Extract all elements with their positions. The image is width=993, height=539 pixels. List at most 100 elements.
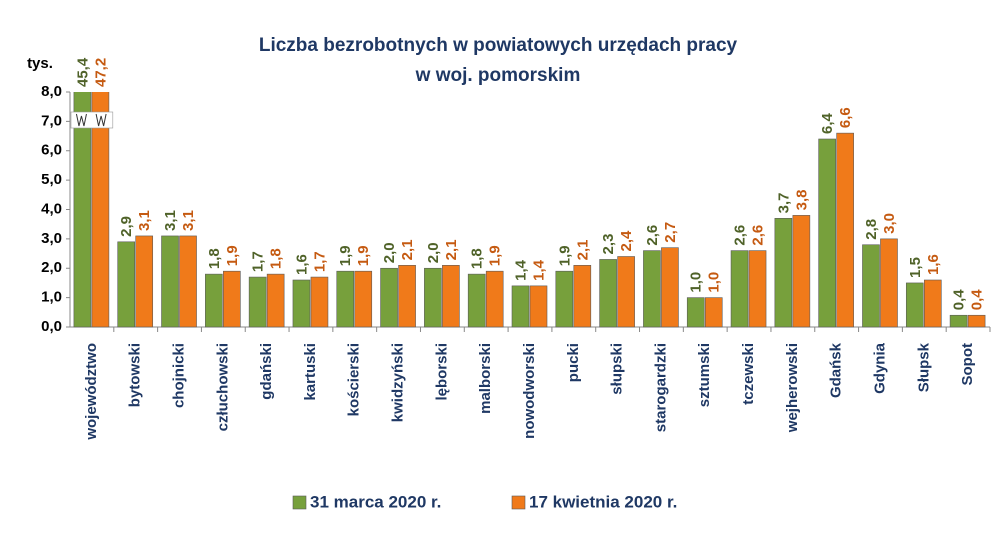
bar: [967, 314, 986, 328]
y-tick-label: 7,0: [41, 112, 62, 129]
bar: [836, 132, 854, 328]
chart-title: Liczba bezrobotnych w powiatowych urzęda…: [259, 35, 738, 56]
value-label: 6,6: [837, 107, 854, 128]
bar: [424, 267, 442, 328]
value-label: 6,4: [819, 112, 836, 134]
bar: [730, 250, 749, 328]
x-tick-label: kwidzyński: [390, 343, 407, 422]
value-label: 45,4: [74, 57, 91, 87]
value-label: 1,8: [206, 248, 223, 269]
bar: [529, 285, 548, 328]
bar: [905, 282, 924, 328]
value-label: 3,1: [180, 210, 197, 231]
x-tick-label: słupski: [609, 343, 626, 395]
bar: [292, 279, 311, 328]
bar: [923, 279, 942, 328]
value-label: 1,6: [293, 254, 310, 275]
value-label: 1,7: [250, 251, 267, 272]
value-label: 2,4: [618, 230, 635, 252]
bar: [467, 273, 486, 328]
x-tick-label: sztumski: [696, 343, 713, 407]
value-label: 1,9: [337, 245, 354, 266]
bar: [266, 273, 285, 328]
bar: [73, 92, 92, 328]
bar: [748, 250, 767, 328]
y-tick-label: 5,0: [41, 171, 62, 188]
value-label: 3,1: [162, 210, 179, 231]
legend-swatch: [511, 495, 526, 510]
value-label: 2,1: [443, 239, 460, 260]
bar: [792, 215, 811, 328]
bar: [354, 270, 373, 328]
value-label: 2,6: [644, 225, 661, 246]
y-tick-label: 8,0: [41, 83, 62, 100]
value-label: 0,4: [951, 289, 968, 311]
value-label: 1,8: [268, 248, 285, 269]
bar: [380, 267, 398, 328]
value-label: 3,8: [793, 190, 810, 211]
y-tick-label: 1,0: [41, 289, 62, 306]
bar: [161, 235, 179, 328]
bar: [617, 256, 635, 328]
x-tick-label: Gdańsk: [828, 342, 845, 398]
value-label: 1,9: [556, 245, 573, 266]
y-tick-label: 3,0: [41, 230, 62, 247]
x-tick-label: województwo: [83, 343, 100, 441]
bar: [223, 270, 241, 328]
bar: [511, 285, 530, 328]
bar: [135, 235, 154, 328]
x-tick-label: Gdynia: [871, 342, 888, 394]
x-tick-label: człuchowski: [214, 343, 231, 431]
bar: [661, 247, 679, 328]
value-label: 1,4: [530, 259, 547, 281]
bar: [442, 265, 460, 328]
y-unit: tys.: [27, 55, 53, 72]
legend-label: 31 marca 2020 r.: [310, 492, 441, 511]
value-label: 47,2: [92, 58, 109, 87]
value-label: 1,0: [688, 272, 705, 293]
bar: [686, 297, 705, 328]
value-label: 1,0: [706, 272, 723, 293]
value-label: 1,4: [512, 259, 529, 281]
value-label: 2,0: [425, 242, 442, 263]
bar: [485, 270, 504, 328]
value-label: 3,0: [881, 213, 898, 234]
bar: [599, 259, 617, 328]
y-tick-label: 2,0: [41, 259, 62, 276]
x-tick-label: lęborski: [433, 343, 450, 401]
value-label: 1,6: [925, 254, 942, 275]
bar: [91, 92, 110, 328]
value-label: 1,7: [311, 251, 328, 272]
bar: [179, 235, 197, 328]
value-label: 1,9: [224, 245, 241, 266]
value-label: 2,3: [600, 234, 617, 255]
value-label: 2,9: [118, 216, 135, 237]
x-tick-label: kościerski: [346, 343, 363, 416]
legend-label: 17 kwietnia 2020 r.: [529, 492, 677, 511]
bar: [862, 244, 880, 328]
bar: [818, 138, 836, 328]
axis-break-zigzag: [95, 113, 107, 127]
bar: [880, 238, 898, 328]
bar: [555, 270, 574, 328]
value-label: 2,1: [399, 239, 416, 260]
bar: [704, 297, 723, 328]
value-label: 1,9: [355, 245, 372, 266]
x-tick-label: gdański: [258, 343, 275, 400]
y-tick-label: 6,0: [41, 142, 62, 159]
x-tick-label: starogardzki: [652, 343, 669, 432]
x-tick-label: nowodworski: [521, 343, 538, 439]
x-tick-label: malborski: [477, 343, 494, 414]
value-label: 2,7: [662, 222, 679, 243]
bar: [336, 270, 355, 328]
x-tick-label: Słupsk: [915, 342, 932, 392]
value-label: 1,9: [487, 245, 504, 266]
x-tick-label: pucki: [565, 343, 582, 382]
value-label: 1,8: [469, 248, 486, 269]
bar: [643, 250, 661, 328]
x-tick-label: bytowski: [127, 343, 144, 407]
value-label: 2,8: [863, 219, 880, 240]
x-tick-label: Sopot: [959, 343, 976, 386]
value-label: 3,7: [775, 192, 792, 213]
value-label: 3,1: [136, 210, 153, 231]
